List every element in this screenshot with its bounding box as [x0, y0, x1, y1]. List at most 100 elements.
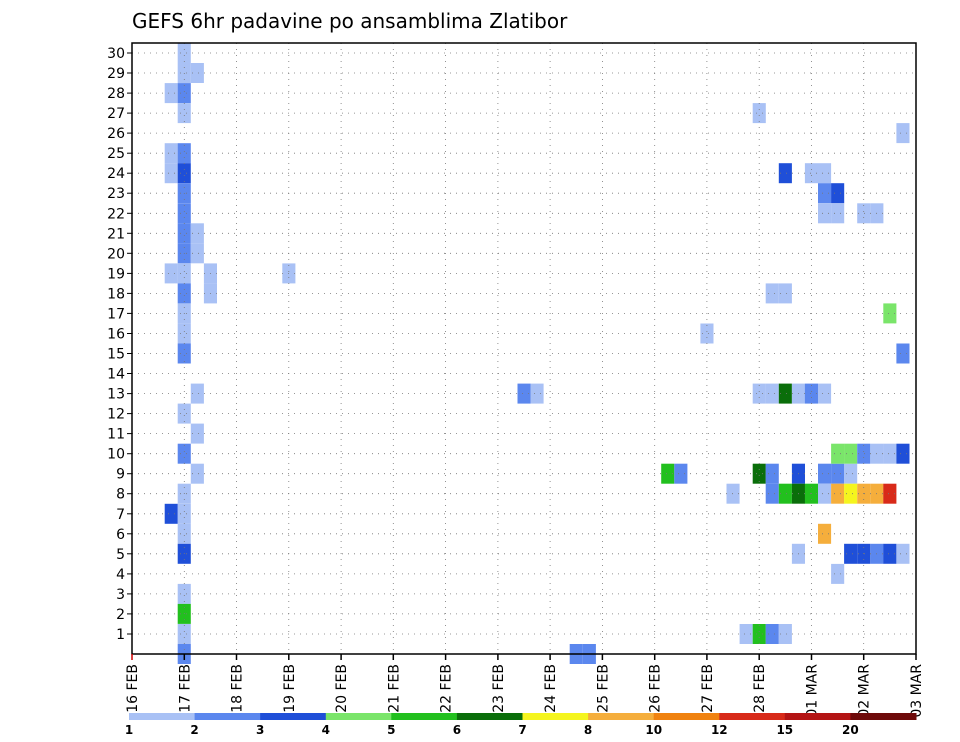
x-tick-label-1: 17 FEB — [177, 664, 193, 713]
y-tick-label-8: 8 — [116, 487, 125, 503]
cell-0 — [177, 43, 191, 63]
cell-60 — [778, 283, 792, 304]
cell-63 — [818, 183, 832, 204]
cell-98 — [831, 563, 845, 584]
cell-15 — [190, 243, 204, 264]
cell-54 — [778, 383, 792, 404]
cell-16 — [164, 263, 178, 284]
y-tick-label-2: 2 — [116, 607, 125, 623]
cell-23 — [177, 323, 191, 344]
cell-26 — [177, 403, 191, 424]
cell-2 — [190, 63, 204, 83]
y-tick-label-16: 16 — [107, 327, 125, 343]
cell-56 — [804, 383, 818, 404]
cell-6 — [164, 143, 178, 164]
legend-label-5: 5 — [387, 723, 395, 737]
cell-76 — [778, 483, 792, 504]
cell-85 — [831, 443, 845, 464]
y-tick-label-1: 1 — [116, 627, 125, 643]
cell-52 — [752, 383, 766, 404]
cell-20 — [177, 283, 191, 304]
cell-73 — [831, 463, 845, 484]
cell-48 — [752, 624, 766, 644]
cell-72 — [818, 463, 832, 484]
cell-67 — [857, 203, 871, 224]
y-tick-label-24: 24 — [107, 166, 125, 182]
cell-70 — [765, 463, 779, 484]
y-tick-label-19: 19 — [107, 266, 125, 282]
cell-33 — [177, 523, 191, 544]
cell-75 — [765, 483, 779, 504]
cell-90 — [896, 443, 910, 464]
cell-4 — [177, 83, 191, 104]
x-tick-label-5: 21 FEB — [386, 664, 402, 713]
y-tick-label-23: 23 — [107, 186, 125, 202]
cell-96 — [883, 543, 897, 564]
legend-swatch-4 — [325, 713, 392, 720]
y-tick-label-17: 17 — [107, 306, 125, 322]
y-tick-label-9: 9 — [116, 467, 125, 483]
cell-29 — [190, 463, 204, 484]
y-tick-label-10: 10 — [107, 447, 125, 463]
x-tick-label-11: 27 FEB — [700, 664, 716, 713]
cell-7 — [177, 143, 191, 164]
y-tick-label-22: 22 — [107, 206, 125, 222]
cell-81 — [844, 483, 858, 504]
cell-50 — [778, 624, 792, 644]
cell-99 — [896, 123, 910, 144]
legend-swatch-2 — [194, 713, 261, 720]
cell-25 — [190, 383, 204, 404]
y-tick-label-3: 3 — [116, 587, 125, 603]
cell-47 — [739, 624, 753, 644]
cell-51 — [752, 103, 766, 124]
x-tick-label-2: 18 FEB — [230, 664, 246, 713]
cell-44 — [674, 463, 688, 484]
cell-layer — [164, 43, 910, 664]
x-tick-label-4: 20 FEB — [334, 664, 350, 713]
legend-swatch-6 — [456, 713, 523, 720]
cell-100 — [883, 303, 897, 324]
cell-11 — [177, 203, 191, 224]
cell-79 — [818, 483, 832, 504]
x-axis: 16 FEB 17 FEB 18 FEB 19 FEB 20 FEB 21 FEB 22 F… — [125, 654, 925, 718]
y-tick-label-27: 27 — [107, 106, 125, 122]
legend-swatch-11 — [784, 713, 851, 720]
legend-label-1: 1 — [125, 723, 133, 737]
y-tick-label-13: 13 — [107, 387, 125, 403]
legend-label-4: 4 — [322, 723, 330, 737]
legend-label-10: 10 — [645, 723, 662, 737]
cell-93 — [844, 543, 858, 564]
y-tick-label-21: 21 — [107, 226, 125, 242]
y-tick-label-12: 12 — [107, 407, 125, 423]
x-tick-label-10: 26 FEB — [648, 664, 664, 713]
cell-5 — [177, 103, 191, 124]
cell-28 — [177, 443, 191, 464]
y-tick-label-28: 28 — [107, 86, 125, 102]
y-tick-label-11: 11 — [107, 427, 125, 443]
cell-45 — [700, 323, 714, 344]
x-tick-label-3: 19 FEB — [282, 664, 298, 713]
legend-label-15: 15 — [776, 723, 793, 737]
cell-80 — [831, 483, 845, 504]
x-tick-label-7: 23 FEB — [491, 664, 507, 713]
cell-61 — [804, 163, 818, 184]
y-tick-label-20: 20 — [107, 246, 125, 262]
legend-label-8: 8 — [584, 723, 592, 737]
cell-31 — [164, 503, 178, 524]
x-tick-label-14: 02 MAR — [857, 664, 873, 718]
cell-43 — [661, 463, 675, 484]
cell-32 — [177, 503, 191, 524]
legend-swatch-10 — [719, 713, 786, 720]
cell-58 — [778, 163, 792, 184]
legend-label-12: 12 — [711, 723, 728, 737]
x-tick-label-12: 28 FEB — [752, 664, 768, 713]
x-tick-label-6: 22 FEB — [439, 664, 455, 713]
legend-swatch-5 — [391, 713, 458, 720]
cell-40 — [530, 383, 544, 404]
x-tick-label-13: 01 MAR — [805, 664, 821, 718]
cell-74 — [844, 463, 858, 484]
cell-87 — [857, 443, 871, 464]
legend-swatch-12 — [850, 713, 917, 720]
legend-swatch-3 — [260, 713, 327, 720]
